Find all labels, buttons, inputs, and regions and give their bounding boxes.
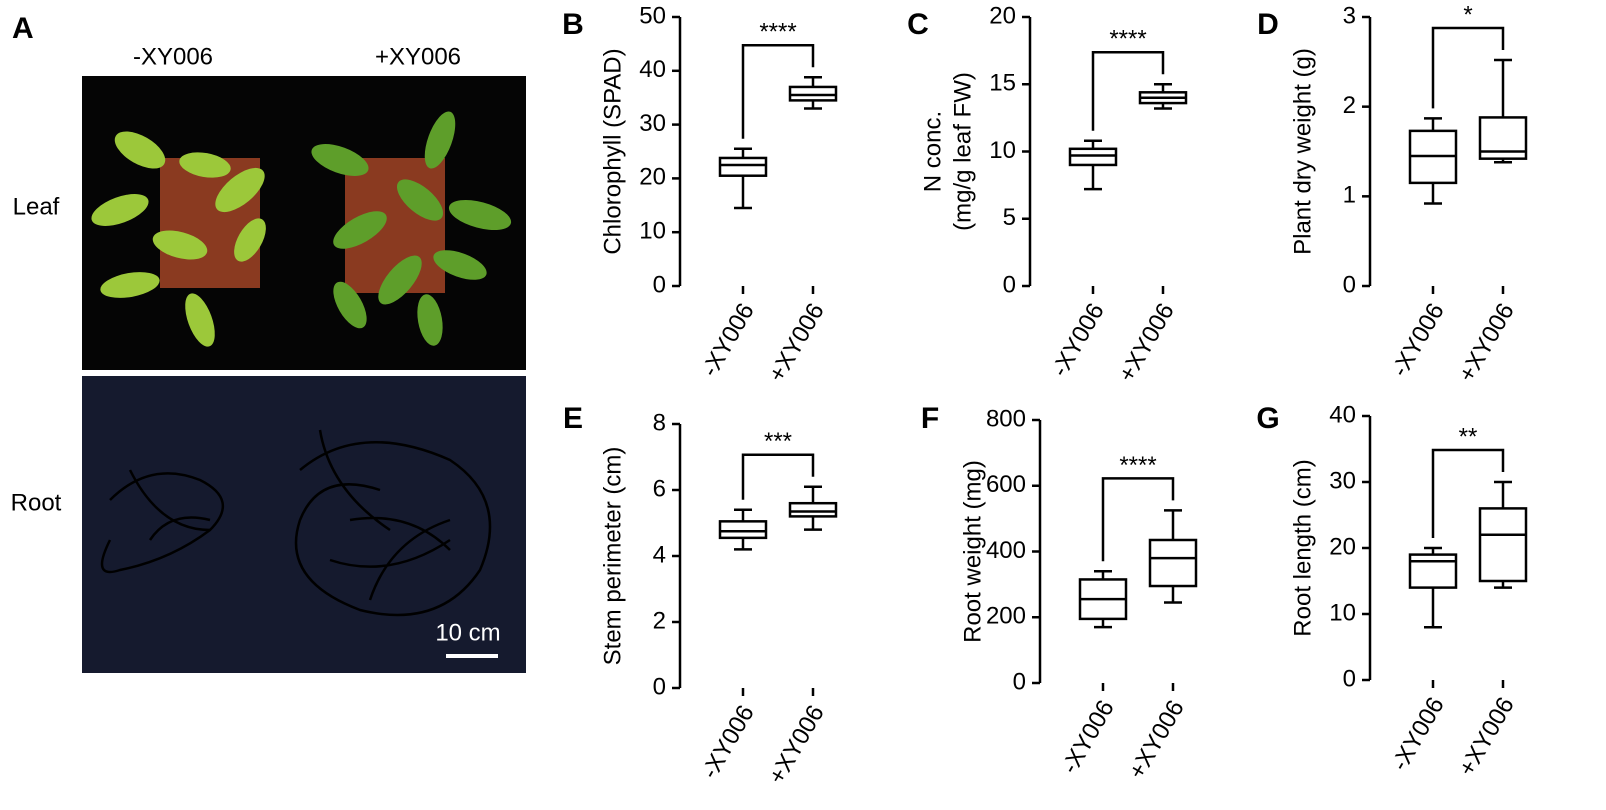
box xyxy=(1148,538,1198,588)
x-tick-label: +XY006 xyxy=(1453,693,1519,781)
y-tick-label: 0 xyxy=(1013,668,1026,695)
significance-label: **** xyxy=(759,19,796,46)
leaf-photo xyxy=(82,76,526,370)
x-tick-label: -XY006 xyxy=(696,701,759,784)
x-tick-label: -XY006 xyxy=(696,299,759,382)
y-tick-label: 15 xyxy=(989,70,1016,97)
y-tick-label: 20 xyxy=(989,2,1016,29)
y-tick-label: 40 xyxy=(1329,401,1356,428)
panel-letter: A xyxy=(12,12,34,45)
y-tick-label: 8 xyxy=(653,409,666,436)
x-tick-label: +XY006 xyxy=(1113,299,1179,387)
y-tick-label: 10 xyxy=(989,137,1016,164)
panel-letter: D xyxy=(1257,8,1279,41)
y-tick-label: 600 xyxy=(986,471,1026,498)
y-tick-label: 2 xyxy=(1343,92,1356,119)
column-label: +XY006 xyxy=(375,43,461,70)
y-tick-label: 800 xyxy=(986,405,1026,432)
panel-letter: C xyxy=(907,8,929,41)
row-label: Leaf xyxy=(13,193,60,220)
y-tick-label: 1 xyxy=(1343,182,1356,209)
scale-bar-label: 10 cm xyxy=(435,619,500,646)
y-tick-label: 400 xyxy=(986,537,1026,564)
panel-letter: F xyxy=(921,402,939,435)
y-tick-label: 0 xyxy=(653,673,666,700)
y-axis-label: Stem perimeter (cm) xyxy=(599,447,626,666)
y-tick-label: 0 xyxy=(1343,271,1356,298)
significance-bracket xyxy=(1091,51,1165,131)
y-axis-label: (mg/g leaf FW) xyxy=(949,72,976,231)
significance-bracket xyxy=(1431,448,1505,538)
x-tick-label: +XY006 xyxy=(763,701,829,789)
y-tick-label: 3 xyxy=(1343,2,1356,29)
y-axis-label: Plant dry weight (g) xyxy=(1289,48,1316,255)
box xyxy=(1408,553,1458,589)
significance-label: **** xyxy=(1119,452,1156,479)
y-axis-label: Root length (cm) xyxy=(1289,459,1316,636)
significance-bracket xyxy=(741,453,815,500)
panel-letter: B xyxy=(562,8,584,41)
y-tick-label: 200 xyxy=(986,603,1026,630)
y-tick-label: 30 xyxy=(1329,467,1356,494)
x-tick-label: -XY006 xyxy=(1056,696,1119,779)
y-tick-label: 50 xyxy=(639,2,666,29)
y-tick-label: 20 xyxy=(1329,533,1356,560)
box xyxy=(718,156,768,177)
significance-label: * xyxy=(1463,1,1472,28)
x-tick-label: +XY006 xyxy=(763,299,829,387)
y-tick-label: 0 xyxy=(1343,665,1356,692)
y-tick-label: 4 xyxy=(653,541,666,568)
y-tick-label: 30 xyxy=(639,110,666,137)
y-tick-label: 10 xyxy=(639,218,666,245)
y-tick-label: 0 xyxy=(1003,271,1016,298)
y-tick-label: 2 xyxy=(653,607,666,634)
y-tick-label: 20 xyxy=(639,164,666,191)
box xyxy=(718,520,768,540)
box xyxy=(1478,507,1528,583)
significance-label: ** xyxy=(1459,423,1478,450)
x-tick-label: -XY006 xyxy=(1046,299,1109,382)
box xyxy=(788,85,838,102)
root-photo: 10 cm xyxy=(82,376,526,673)
box xyxy=(788,501,838,518)
y-axis-label: Chlorophyll (SPAD) xyxy=(599,48,626,254)
x-tick-label: -XY006 xyxy=(1386,299,1449,382)
y-tick-label: 5 xyxy=(1003,204,1016,231)
y-tick-label: 40 xyxy=(639,56,666,83)
y-tick-label: 6 xyxy=(653,475,666,502)
y-axis-label: Root weight (mg) xyxy=(959,460,986,643)
significance-label: **** xyxy=(1109,26,1146,53)
x-tick-label: -XY006 xyxy=(1386,693,1449,776)
column-label: -XY006 xyxy=(133,43,213,70)
panel-letter: G xyxy=(1256,402,1279,435)
significance-bracket xyxy=(741,44,815,139)
significance-label: *** xyxy=(764,428,792,455)
y-tick-label: 10 xyxy=(1329,599,1356,626)
y-axis-label: N conc. xyxy=(919,111,946,192)
x-tick-label: +XY006 xyxy=(1123,696,1189,784)
box xyxy=(1068,147,1118,167)
significance-bracket xyxy=(1101,477,1175,562)
row-label: Root xyxy=(11,489,62,516)
panel-letter: E xyxy=(563,402,583,435)
x-tick-label: +XY006 xyxy=(1453,299,1519,387)
y-tick-label: 0 xyxy=(653,271,666,298)
significance-bracket xyxy=(1431,26,1505,109)
